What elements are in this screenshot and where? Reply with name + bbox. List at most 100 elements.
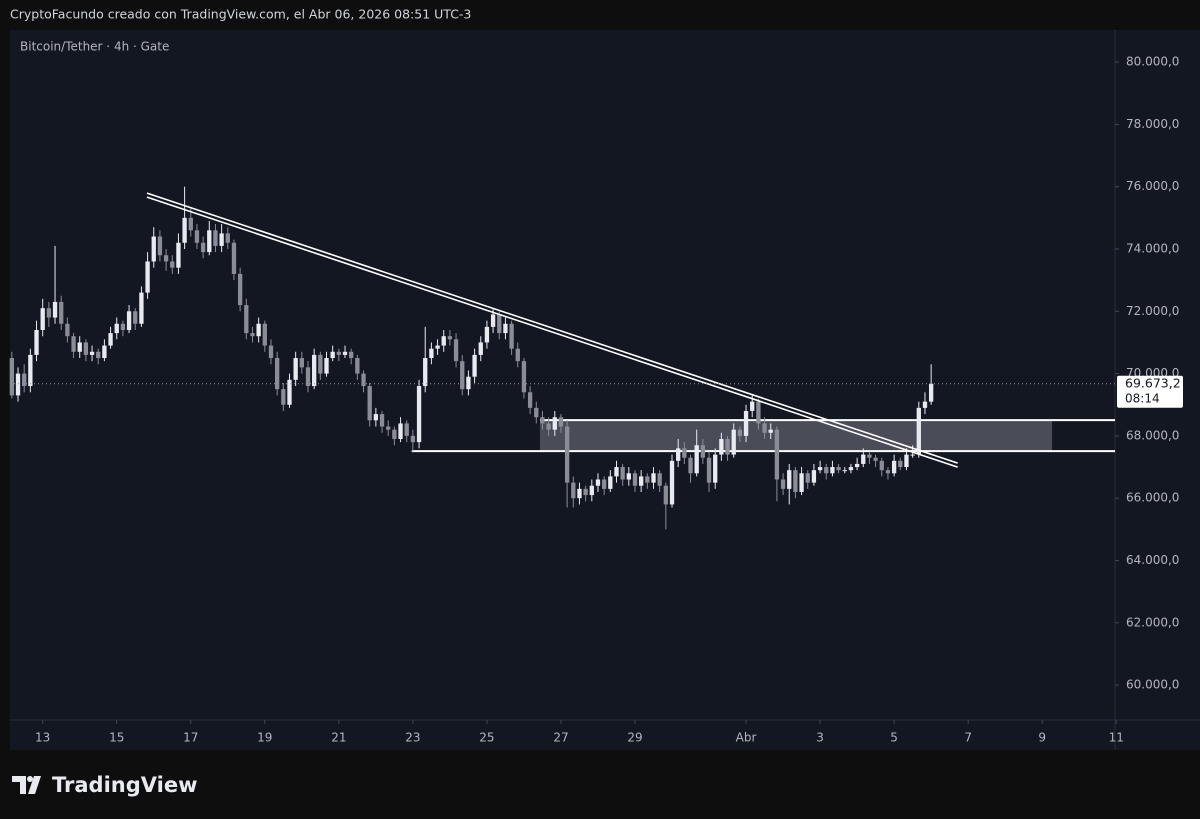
candle-body — [478, 342, 483, 355]
candle-body — [750, 401, 755, 411]
candle-body — [571, 482, 576, 499]
candle-body — [743, 410, 749, 436]
y-tick-label: 68.000,0 — [1126, 428, 1179, 442]
y-tick-label: 80.000,0 — [1126, 55, 1179, 69]
candle-body — [312, 354, 317, 387]
candle-body — [682, 448, 687, 458]
y-tick-label: 62.000,0 — [1126, 615, 1179, 629]
candle-body — [731, 429, 736, 455]
candle-body — [361, 373, 366, 387]
x-tick-label: 7 — [964, 731, 972, 745]
candle-body — [176, 242, 181, 268]
candle-body — [386, 426, 391, 430]
candle-body — [65, 323, 70, 337]
x-tick-label: 5 — [890, 731, 898, 745]
x-tick-label: 15 — [109, 731, 124, 745]
candle-body — [293, 358, 298, 380]
candle-body — [639, 476, 644, 486]
candle-body — [725, 439, 730, 455]
candle-body — [96, 351, 101, 359]
x-tick-label: 19 — [257, 731, 272, 745]
candle-body — [719, 439, 724, 455]
candle-body — [318, 354, 323, 374]
logo-icon — [12, 776, 41, 794]
candle-body — [614, 467, 619, 477]
candle-body — [262, 323, 267, 346]
candle-body — [842, 470, 847, 472]
candle-body — [700, 445, 706, 458]
candle-body — [484, 326, 490, 343]
candle-body — [910, 454, 915, 456]
candle-body — [583, 488, 588, 496]
trendline — [146, 196, 958, 468]
candle-body — [423, 358, 428, 387]
candle-body — [774, 429, 780, 480]
candle-body — [490, 314, 496, 327]
candle-body — [59, 301, 64, 324]
candle-body — [891, 460, 897, 474]
x-tick-label: 27 — [553, 731, 568, 745]
candle-body — [713, 454, 718, 483]
candle-body — [435, 345, 440, 349]
candle-body — [133, 311, 138, 324]
candle-body — [466, 376, 471, 390]
candle-body — [392, 429, 397, 440]
candle-body — [608, 476, 613, 489]
candle-body — [861, 454, 866, 464]
candle-body — [780, 479, 786, 489]
candle-body — [237, 273, 243, 306]
countdown: 08:14 — [1125, 391, 1160, 405]
candle-body — [577, 488, 582, 499]
candle-body — [595, 479, 601, 486]
candle-body — [589, 485, 594, 496]
candle-body — [811, 470, 817, 483]
candle-body — [601, 479, 607, 489]
candle-body — [182, 217, 187, 243]
candle-body — [497, 314, 502, 334]
last-price-label: 69.673,2 — [1125, 375, 1181, 390]
symbol-title: Bitcoin/Tether · 4h · Gate — [20, 40, 169, 54]
candle-body — [688, 457, 693, 474]
candle-body — [379, 414, 385, 427]
candle-body — [157, 236, 163, 256]
candle-body — [34, 329, 39, 355]
trendline — [146, 192, 958, 464]
candle-body — [200, 242, 206, 253]
candle-body — [89, 351, 95, 355]
candle-body — [793, 470, 798, 492]
candle-body — [676, 448, 681, 461]
candle-body — [22, 373, 27, 387]
candle-body — [447, 336, 453, 340]
candle-body — [194, 230, 200, 243]
candle-body — [460, 361, 465, 390]
x-tick-label: 9 — [1038, 731, 1046, 745]
candle-body — [410, 435, 416, 443]
candle-body — [225, 233, 230, 243]
candle-body — [244, 305, 249, 334]
candle-body — [830, 467, 835, 474]
brand-logo: TradingView — [12, 773, 197, 797]
candle-body — [355, 358, 360, 374]
candle-body — [922, 401, 928, 408]
candle-body — [706, 457, 712, 483]
candle-body — [836, 467, 841, 471]
candle-body — [305, 367, 311, 387]
candle-body — [928, 383, 934, 402]
candle-body — [324, 358, 329, 374]
candle-body — [429, 348, 434, 359]
candle-body — [287, 379, 292, 405]
candle-body — [71, 336, 76, 352]
candle-body — [330, 351, 335, 359]
candle-body — [207, 230, 212, 253]
candle-body — [336, 351, 342, 355]
candle-body — [472, 354, 477, 377]
candle-body — [694, 445, 699, 474]
candle-body — [669, 460, 675, 505]
candle-body — [916, 407, 921, 455]
candle-body — [416, 386, 422, 443]
candle-body — [453, 339, 459, 362]
candle-body — [120, 323, 126, 330]
candle-body — [632, 473, 638, 486]
candle-body — [268, 345, 274, 359]
